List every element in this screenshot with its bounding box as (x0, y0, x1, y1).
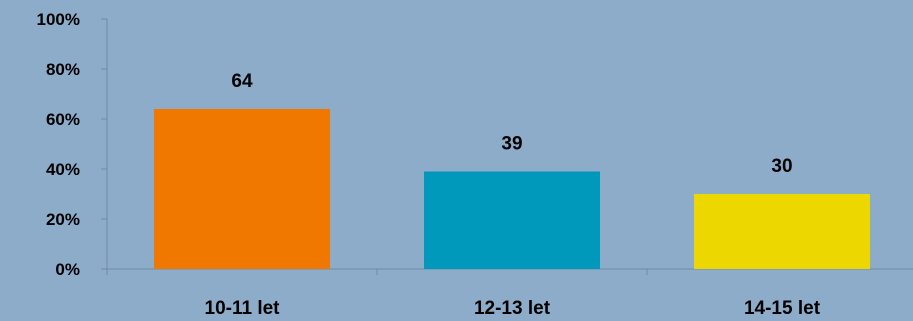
y-tick-label: 60% (46, 110, 80, 129)
bars (154, 109, 870, 269)
data-labels: 64 39 30 (231, 71, 792, 177)
data-label: 64 (231, 71, 253, 92)
x-tick-label: 12-13 let (474, 298, 551, 319)
data-label: 39 (501, 134, 522, 155)
y-tick-label: 20% (46, 210, 80, 229)
data-label: 30 (771, 156, 792, 177)
y-tick-label: 0% (55, 260, 80, 279)
x-axis-ticks: 10-11 let 12-13 let 14-15 let (106, 269, 821, 319)
y-tick-label: 100% (37, 10, 80, 29)
bar (154, 109, 330, 269)
x-tick-label: 14-15 let (744, 298, 821, 319)
bar (424, 171, 600, 269)
y-axis-ticks: 0% 20% 40% 60% 80% 100% (37, 10, 107, 279)
y-tick-label: 80% (46, 60, 80, 79)
x-tick-label: 10-11 let (205, 298, 281, 319)
bar (694, 194, 870, 269)
y-tick-label: 40% (46, 160, 80, 179)
